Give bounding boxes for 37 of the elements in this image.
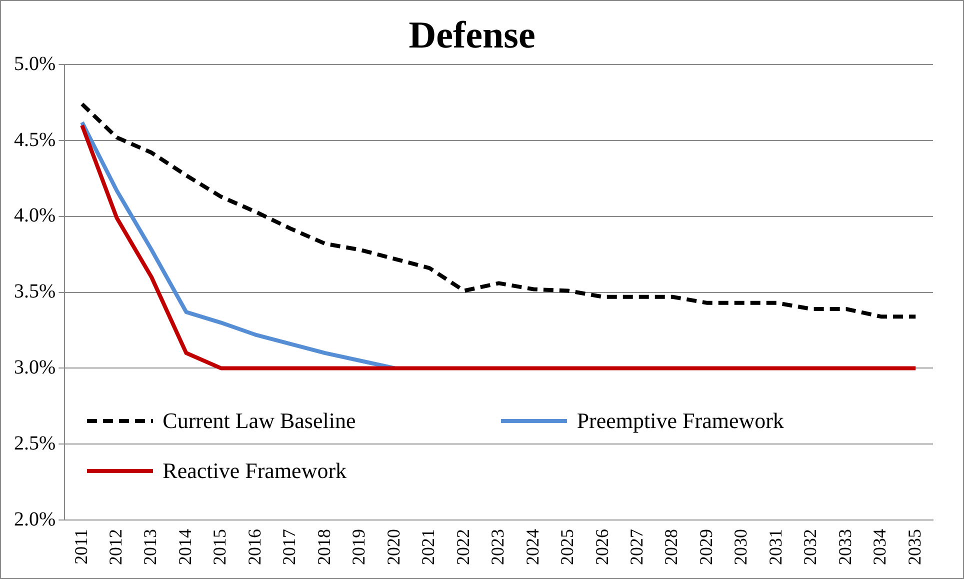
x-tick-label: 2029: [696, 529, 716, 565]
x-tick-label: 2023: [488, 529, 508, 565]
x-tick-label: 2013: [140, 529, 160, 565]
x-tick-label: 2016: [244, 529, 264, 565]
y-tick-label: 2.0%: [14, 508, 56, 530]
x-tick-label: 2024: [522, 529, 542, 565]
y-tick-label: 3.0%: [14, 356, 56, 378]
x-tick-label: 2032: [800, 529, 820, 565]
x-tick-label: 2022: [452, 529, 473, 565]
legend-label: Preemptive Framework: [576, 408, 784, 434]
y-tick-label: 4.5%: [14, 128, 56, 151]
y-tick-label: 2.5%: [14, 432, 56, 454]
x-tick-label: 2033: [834, 529, 855, 565]
x-tick-label: 2011: [70, 529, 91, 564]
x-tick-label: 2017: [279, 529, 300, 565]
legend-label: Current Law Baseline: [162, 408, 356, 434]
x-tick-label: 2012: [105, 529, 126, 565]
x-tick-label: 2028: [661, 529, 682, 565]
x-tick-label: 2019: [348, 529, 369, 565]
y-tick-label: 3.5%: [14, 280, 56, 303]
x-tick-label: 2035: [904, 529, 924, 565]
x-tick-label: 2031: [765, 529, 786, 565]
x-tick-label: 2026: [592, 529, 612, 565]
x-tick-label: 2021: [418, 529, 438, 565]
x-tick-label: 2027: [626, 529, 646, 565]
y-tick-label: 4.0%: [14, 204, 56, 227]
y-tick-label: 5.0%: [14, 52, 56, 75]
x-tick-label: 2014: [174, 529, 195, 565]
x-tick-label: 2015: [210, 529, 230, 565]
x-tick-label: 2018: [314, 529, 334, 565]
x-tick-label: 2030: [730, 529, 751, 565]
x-tick-label: 2034: [870, 529, 890, 565]
legend-label: Reactive Framework: [162, 458, 347, 484]
x-tick-label: 2020: [383, 529, 404, 565]
x-tick-label: 2025: [557, 529, 578, 565]
chart-title: Defense: [408, 14, 536, 57]
line-series: [80, 102, 918, 319]
